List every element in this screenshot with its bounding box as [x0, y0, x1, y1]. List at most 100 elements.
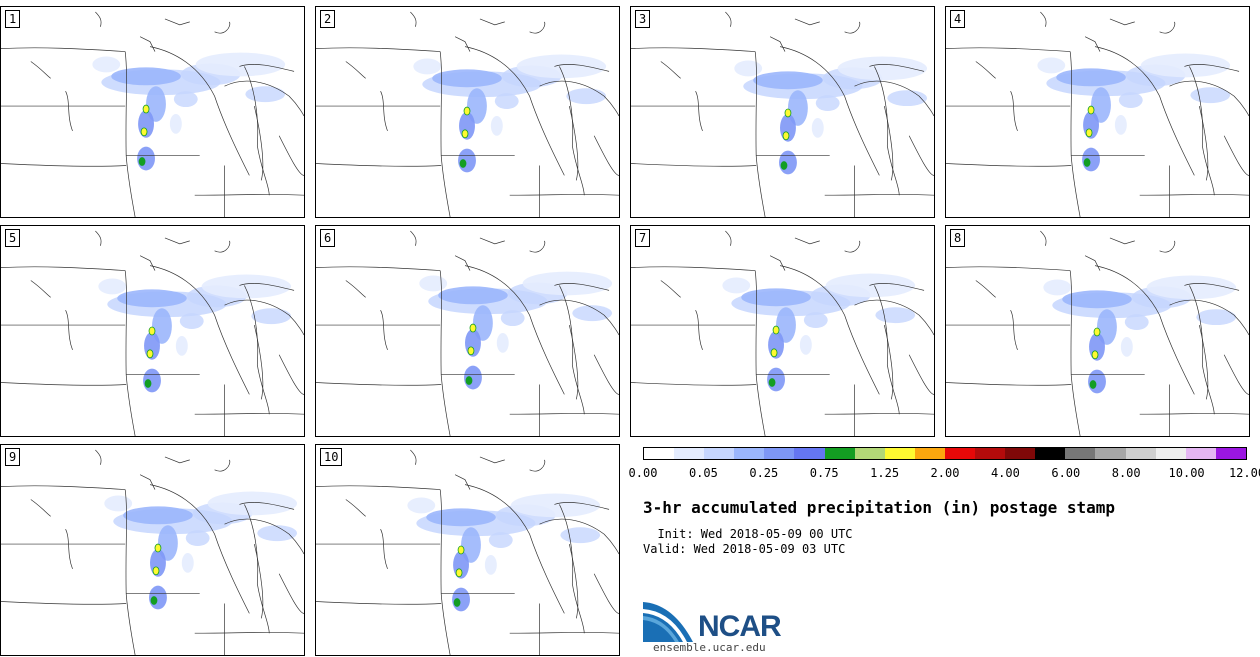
precip-area	[572, 305, 613, 322]
precip-area	[257, 525, 298, 542]
boundary-line	[316, 382, 442, 386]
ncar-logo-text: NCAR	[698, 610, 782, 643]
precip-area	[490, 115, 503, 136]
precip-maximum	[467, 346, 475, 356]
panel-label: 1	[5, 10, 21, 28]
boundary-line	[631, 382, 757, 386]
precip-area	[566, 88, 607, 105]
boundary-line	[139, 474, 156, 490]
precip-area	[207, 491, 298, 516]
precip-area	[1120, 336, 1133, 357]
precip-maximum	[461, 129, 469, 139]
boundary-line	[149, 484, 250, 614]
precip-map	[631, 230, 934, 436]
precip-map	[316, 230, 619, 436]
precip-area	[1190, 87, 1231, 104]
boundary-line	[946, 163, 1072, 167]
boundary-line	[316, 266, 441, 271]
boundary-line	[1109, 18, 1135, 26]
precip-area	[815, 95, 840, 112]
boundary-line	[769, 255, 786, 271]
precip-area	[195, 52, 286, 77]
boundary-line	[454, 36, 471, 52]
precip-area	[111, 67, 181, 86]
boundary-line	[214, 459, 231, 472]
panel-label: 8	[950, 229, 966, 247]
panel-label: 3	[635, 10, 651, 28]
precip-area	[787, 90, 808, 126]
precip-area	[407, 497, 436, 514]
precip-area	[438, 286, 508, 305]
boundary-line	[30, 280, 51, 298]
precip-area	[887, 90, 928, 107]
boundary-line	[278, 573, 304, 614]
boundary-line	[854, 299, 934, 336]
precip-area	[734, 60, 763, 77]
precip-area	[152, 308, 172, 344]
boundary-line	[509, 412, 619, 415]
precip-area	[1140, 53, 1231, 78]
boundary-line	[559, 504, 585, 634]
boundary-line	[593, 354, 619, 395]
boundary-line	[194, 412, 304, 415]
precip-area	[1196, 309, 1237, 326]
boundary-line	[1184, 283, 1240, 291]
boundary-line	[660, 61, 681, 79]
panel-label: 5	[5, 229, 21, 247]
precip-area	[426, 508, 496, 527]
boundary-line	[695, 310, 703, 350]
stamp-panel-2: 2	[315, 6, 620, 218]
precip-maximum	[457, 545, 465, 555]
boundary-line	[1139, 193, 1249, 196]
boundary-line	[554, 283, 610, 291]
boundary-line	[539, 299, 619, 336]
boundary-line	[479, 18, 505, 26]
boundary-line	[883, 105, 894, 181]
boundary-line	[464, 46, 565, 176]
boundary-line	[410, 11, 417, 27]
precip-area	[1091, 87, 1111, 123]
boundary-line	[164, 237, 190, 245]
boundary-line	[380, 91, 388, 131]
boundary-line	[660, 280, 681, 298]
stamp-panel-4: 4	[945, 6, 1250, 218]
boundary-line	[1084, 255, 1101, 271]
boundary-line	[454, 474, 471, 490]
precip-area	[811, 117, 824, 138]
boundary-line	[410, 449, 417, 465]
site-url: ensemble.ucar.edu	[653, 641, 766, 654]
boundary-line	[316, 47, 441, 52]
boundary-line	[95, 449, 102, 465]
boundary-line	[568, 543, 579, 619]
precip-area	[741, 288, 811, 307]
boundary-line	[725, 11, 732, 27]
precip-map	[946, 11, 1249, 217]
boundary-line	[593, 573, 619, 614]
precip-area	[413, 58, 442, 75]
boundary-line	[95, 11, 102, 27]
boundary-line	[779, 265, 880, 395]
colorbar-swatch	[644, 448, 675, 459]
precip-maximum	[469, 323, 477, 333]
panel-label: 10	[320, 448, 343, 466]
boundary-line	[946, 382, 1072, 386]
boundary-line	[1198, 105, 1209, 181]
boundary-line	[1, 601, 127, 605]
boundary-line	[946, 47, 1071, 52]
boundary-line	[278, 354, 304, 395]
precip-area	[467, 88, 487, 124]
boundary-line	[410, 230, 417, 246]
boundary-line	[164, 456, 190, 464]
precip-maximum	[1085, 128, 1093, 138]
boundary-line	[464, 265, 565, 395]
precip-area	[472, 305, 493, 341]
panel-label: 6	[320, 229, 336, 247]
precip-area	[157, 525, 178, 561]
boundary-line	[30, 61, 51, 79]
precip-maximum	[150, 596, 158, 605]
precip-map	[1, 230, 304, 436]
boundary-line	[1040, 230, 1047, 246]
boundary-line	[139, 255, 156, 271]
precip-area	[722, 277, 751, 294]
colorbar-tick-label: 2.00	[930, 466, 960, 480]
